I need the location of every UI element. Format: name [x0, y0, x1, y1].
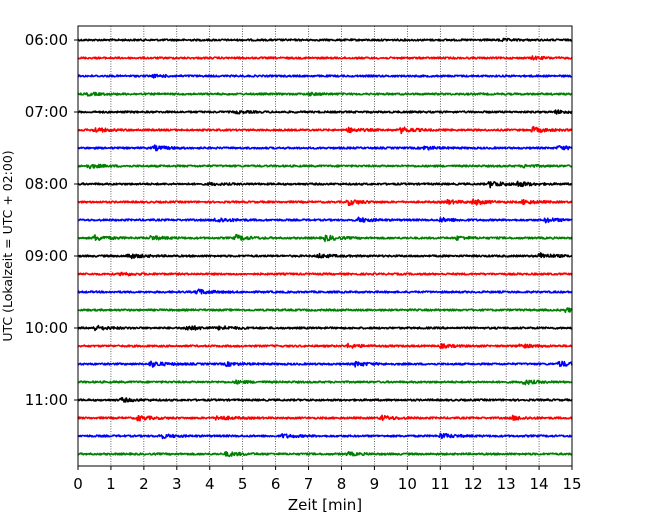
- seismic-trace-1015: [77, 342, 573, 349]
- grid-layer: [110, 26, 540, 466]
- y-tick-label: 09:00: [25, 247, 68, 265]
- seismic-trace-0945: [77, 307, 573, 314]
- seismic-trace-0815: [77, 198, 573, 207]
- plot-frame: [77, 25, 573, 467]
- y-tick-label: 06:00: [25, 31, 68, 49]
- seismic-trace-0615: [77, 55, 573, 61]
- seismic-trace-0900: [77, 252, 573, 260]
- x-tick-label: 0: [73, 475, 83, 493]
- seismic-trace-0700: [77, 109, 573, 115]
- y-tick-label: 07:00: [25, 103, 68, 121]
- seismic-trace-1130: [77, 432, 573, 440]
- trace-layer: [77, 37, 573, 458]
- seismic-trace-1030: [77, 360, 573, 368]
- axis-layer: 0 1 2 3 4 5 6 7 8 9 10 11 12 13 14 1506:0007:0008:0009:…: [25, 31, 582, 493]
- seismic-trace-0730: [77, 144, 573, 152]
- x-tick-label: 7: [304, 475, 314, 493]
- seismic-trace-0845: [77, 233, 573, 243]
- x-tick-label: 13: [497, 475, 516, 493]
- seismic-trace-1115: [77, 414, 573, 422]
- y-tick-label: 08:00: [25, 175, 68, 193]
- seismic-trace-0645: [77, 91, 573, 97]
- x-tick-label: 8: [337, 475, 347, 493]
- x-tick-label: 10: [398, 475, 417, 493]
- seismic-trace-0830: [77, 216, 573, 224]
- y-axis-label: UTC (Lokalzeit = UTC + 02:00): [0, 150, 15, 341]
- seismic-trace-0600: [77, 37, 573, 43]
- seismic-trace-1100: [77, 396, 573, 403]
- x-tick-label: 5: [238, 475, 248, 493]
- seismic-trace-1045: [77, 379, 573, 386]
- seismic-trace-0800: [77, 180, 573, 189]
- seismic-trace-0930: [77, 288, 573, 295]
- x-tick-label: 9: [370, 475, 380, 493]
- y-tick-label: 11:00: [25, 391, 68, 409]
- x-tick-label: 12: [464, 475, 483, 493]
- seismic-trace-1145: [77, 451, 573, 458]
- x-tick-label: 1: [106, 475, 116, 493]
- seismic-trace-1000: [77, 324, 573, 332]
- y-tick-label: 10:00: [25, 319, 68, 337]
- x-tick-label: 4: [205, 475, 215, 493]
- seismic-trace-0630: [77, 73, 573, 79]
- x-tick-label: 2: [139, 475, 149, 493]
- x-tick-label: 6: [271, 475, 281, 493]
- seismic-trace-0715: [77, 125, 573, 135]
- x-tick-label: 11: [431, 475, 450, 493]
- seismic-trace-0745: [77, 163, 573, 170]
- x-tick-label: 15: [562, 475, 581, 493]
- seismic-trace-0915: [77, 271, 573, 277]
- x-tick-label: 3: [172, 475, 182, 493]
- x-tick-label: 14: [530, 475, 549, 493]
- x-axis-label: Zeit [min]: [288, 496, 362, 514]
